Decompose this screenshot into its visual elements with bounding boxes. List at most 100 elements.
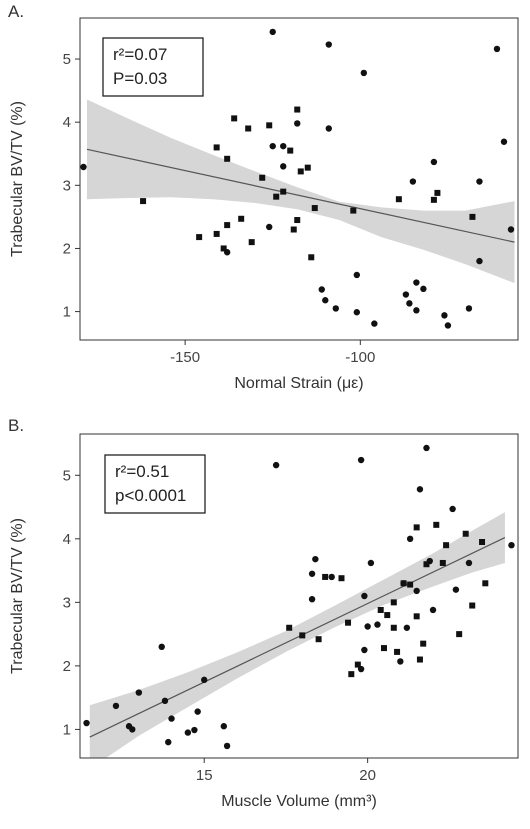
chart-b-point-square-3 [322,573,329,580]
chart-a-point-circle-28 [465,305,473,312]
chart-b-point-square-14 [413,613,420,620]
chart-b-point-circle-34 [403,624,411,631]
chart-a-point-circle-11 [476,178,483,185]
chart-a-point-square-7 [259,174,266,181]
chart-b-point-square-27 [390,599,397,606]
chart-b-point-square-22 [462,530,469,537]
chart-b-point-circle-10 [191,726,198,734]
chart-a-x-axis-title: Normal Strain (με) [234,375,363,392]
chart-b-y-tick-label: 2 [63,658,71,675]
chart-b-point-square-6 [348,671,355,678]
chart-b-point-circle-31 [361,646,368,654]
chart-b-y-tick-label: 4 [63,531,71,548]
chart-b-point-circle-12 [201,676,208,684]
chart-b-point-square-21 [456,631,463,638]
chart-b-point-square-16 [420,640,427,647]
chart-b-point-circle-15 [272,461,280,469]
chart-a-point-square-16 [224,222,231,229]
chart-a-point-circle-29 [476,257,483,265]
chart-b-point-circle-13 [220,723,228,730]
chart-a-point-square-1 [231,115,238,122]
chart-a-point-circle-26 [441,312,448,319]
chart-a-point-circle-9 [430,158,438,166]
chart-b-point-square-26 [413,524,420,531]
chart-a-point-circle-3 [360,69,368,77]
chart-a-point-square-8 [273,193,280,200]
chart-a-point-circle-5 [294,120,301,127]
chart-a-point-circle-16 [318,286,325,293]
chart-b-point-circle-27 [308,595,316,603]
chart-b-stat-1: p<0.0001 [115,486,186,505]
chart-b-point-square-2 [315,636,322,643]
chart-b-point-circle-35 [429,606,437,614]
chart-b-point-circle-16 [357,456,365,464]
chart-a-y-axis-title: Trabecular BV/TV (%) [9,101,26,257]
chart-b-point-square-23 [469,602,476,609]
chart-a: 1 2 3 4 5 -150 -100 Normal Strain (με) Trabecula… [9,17,519,392]
chart-b-point-circle-26 [465,559,473,567]
chart-b-point-square-15 [416,656,423,663]
chart-b-point-circle-3 [129,726,136,733]
chart-a-y-tick-label: 2 [63,240,71,257]
chart-a-point-circle-24 [406,300,413,307]
chart-b-point-square-28 [377,606,384,613]
chart-b-point-circle-20 [406,535,414,543]
chart-b-plot-frame [79,433,519,759]
chart-a-point-square-17 [220,245,227,252]
chart-a-stats-box [102,37,204,97]
chart-a-point-circle-19 [353,309,361,316]
chart-b-point-circle-1 [112,702,120,710]
chart-a-point-circle-20 [371,320,378,327]
chart-b-point-circle-18 [416,486,424,493]
chart-b-point-square-9 [384,612,391,619]
chart-a-point-square-19 [238,215,245,222]
chart-b-point-circle-0 [83,719,90,727]
chart-b-x-tick-label: 15 [196,767,213,784]
chart-b-point-circle-28 [361,592,368,600]
chart-a-point-circle-7 [280,142,287,150]
chart-b-x-axis-title: Muscle Volume (mm³) [221,793,377,810]
chart-b-point-circle-7 [165,738,172,746]
chart-a-point-circle-21 [413,279,420,286]
chart-a-stat-0: r²=0.07 [113,45,167,64]
chart-b-y-tick-label: 1 [63,721,71,738]
chart-b-point-circle-23 [328,573,335,581]
chart-a-point-circle-4 [493,45,501,53]
chart-b-point-circle-4 [135,689,143,696]
panel-b-label: B. [8,416,25,435]
chart-a-point-square-11 [350,207,357,214]
chart-a-point-square-23 [297,168,304,175]
chart-b-point-square-7 [354,661,361,668]
chart-b-point-circle-9 [184,729,192,736]
chart-b-point-circle-21 [312,555,319,563]
chart-b-point-square-11 [394,648,401,655]
chart-a-point-circle-10 [500,138,508,145]
chart-b-y-axis-title: Trabecular BV/TV (%) [9,518,26,674]
chart-b-point-circle-11 [194,708,201,715]
chart-b-point-square-8 [380,645,387,652]
chart-a-y-tick-label: 4 [63,114,71,131]
chart-b-point-square-18 [433,521,440,528]
chart-b-point-circle-37 [452,586,460,593]
chart-a-stat-1: P=0.03 [113,69,167,88]
panel-a: A. 1 2 3 4 5 -150 -100 Normal Strain (με) Trabec… [0,0,530,414]
chart-a-point-square-4 [294,106,301,113]
chart-a-point-circle-12 [409,178,417,185]
chart-b-regression-line [89,537,506,738]
chart-a-point-square-9 [304,164,311,171]
chart-a-confidence-band [87,99,515,284]
chart-a-point-circle-30 [507,226,515,233]
chart-b-x-tick-label: 20 [359,767,376,784]
chart-a-point-square-12 [294,217,301,224]
chart-b: 1 2 3 4 5 15 20 Muscle Volume (mm³) Trabecular B… [9,433,519,810]
chart-a-y-tick-label: 1 [63,304,71,321]
chart-a-point-square-15 [196,234,203,241]
chart-a-point-square-24 [395,196,402,203]
chart-b-point-circle-36 [508,541,515,549]
chart-b-point-circle-8 [168,715,175,722]
chart-a-point-square-26 [430,196,437,203]
chart-a-regression-line [86,148,515,243]
chart-a-point-square-6 [287,147,294,154]
chart-a-point-square-18 [213,230,220,237]
chart-b-point-square-13 [407,581,414,588]
